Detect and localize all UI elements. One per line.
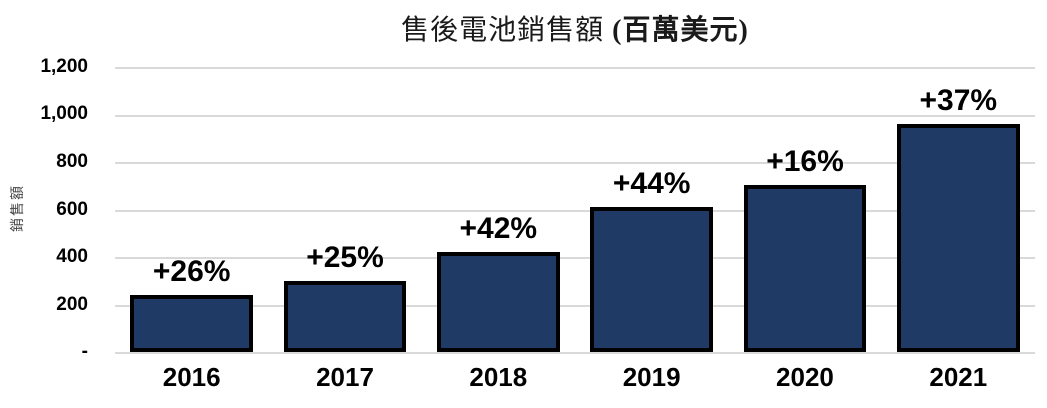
- bar-2016: [130, 295, 253, 352]
- y-tick-label: -: [81, 341, 88, 362]
- growth-label: +16%: [766, 144, 844, 178]
- bar-slot-2019: +44%: [575, 67, 728, 352]
- growth-label: +26%: [152, 255, 231, 288]
- plot-area: +26% +25% +42% +44% +16% +37%: [115, 67, 1035, 354]
- growth-label: +25%: [306, 240, 384, 274]
- x-label-2017: 2017: [316, 362, 374, 392]
- bar-2020: [743, 184, 867, 352]
- gridline: [115, 67, 1035, 69]
- bar-slot-2020: +16%: [728, 67, 881, 352]
- bar-2021: [896, 124, 1020, 352]
- x-label-2020: 2020: [776, 362, 834, 392]
- x-label-2018: 2018: [469, 362, 528, 392]
- chart-title: 售後電池銷售額 (百萬美元): [115, 8, 1035, 48]
- x-label-2016: 2016: [162, 362, 221, 392]
- y-tick-label: 1,200: [40, 56, 88, 77]
- y-tick-label: 1,000: [40, 103, 88, 125]
- y-axis-ticks: 1,200 1,000 800 600 400 200 -: [0, 56, 100, 362]
- gridline: [115, 162, 1035, 164]
- y-tick-label: 800: [56, 150, 88, 172]
- bars-row: +26% +25% +42% +44% +16% +37%: [115, 67, 1035, 352]
- gridline: [115, 209, 1035, 212]
- chart-title-unit: (百萬美元): [612, 15, 749, 46]
- bar-slot-2021: +37%: [882, 67, 1035, 352]
- gridline: [115, 352, 1035, 354]
- y-tick-label: 600: [56, 198, 88, 220]
- bar-slot-2018: +42%: [422, 67, 575, 352]
- x-axis-labels: 2016 2017 2018 2019 2020 2021: [115, 362, 1035, 393]
- bar-2017: [283, 280, 407, 352]
- bar-2018: [436, 252, 560, 352]
- bar-2019: [590, 207, 713, 352]
- bar-slot-2016: +26%: [115, 67, 268, 352]
- gridline: [115, 304, 1035, 307]
- y-tick-label: 400: [56, 245, 88, 267]
- growth-label: +44%: [612, 167, 691, 201]
- x-label-2021: 2021: [929, 362, 988, 392]
- x-label-2019: 2019: [622, 362, 681, 392]
- bar-slot-2017: +25%: [268, 67, 421, 352]
- y-tick-label: 200: [56, 293, 88, 315]
- growth-label: +42%: [459, 212, 538, 246]
- gridline: [115, 257, 1035, 259]
- growth-label: +37%: [919, 84, 998, 117]
- chart-title-main: 售後電池銷售額: [401, 15, 605, 46]
- gridline: [115, 114, 1035, 117]
